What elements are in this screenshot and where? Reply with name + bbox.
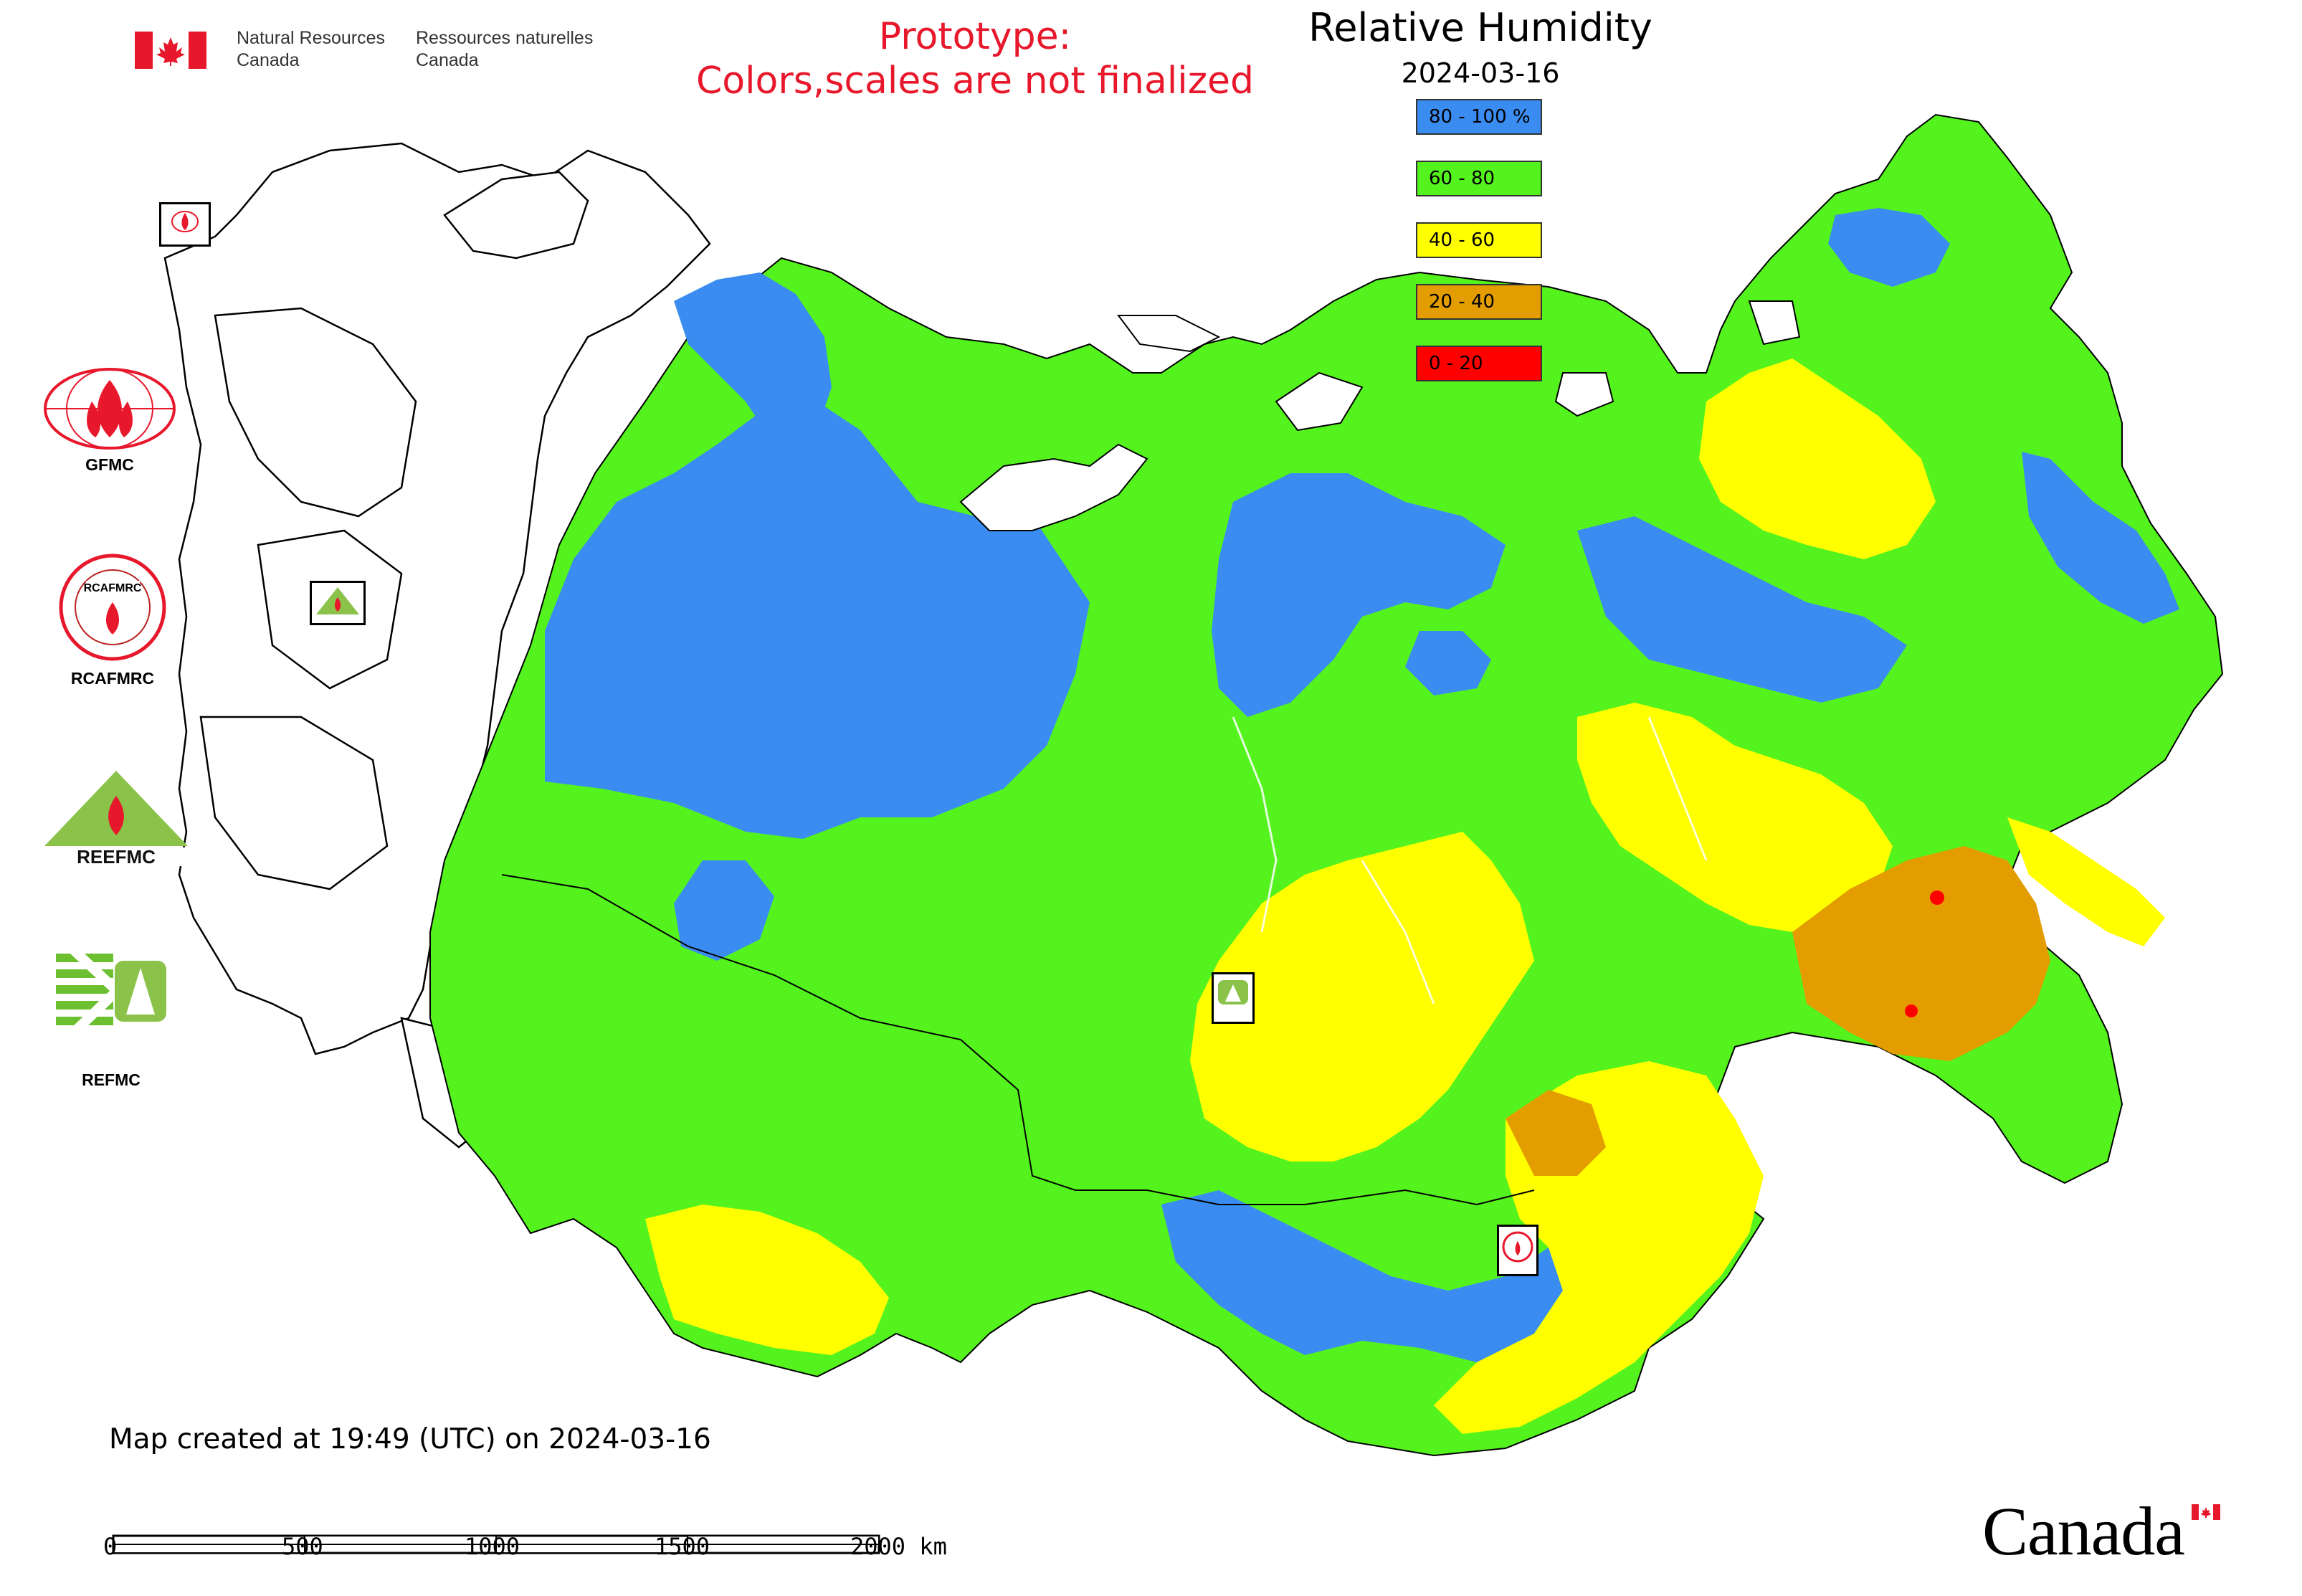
refmc-marker-icon — [1218, 980, 1248, 1004]
refmc-logo-icon — [56, 946, 171, 1036]
gfmc-logo-icon — [44, 368, 176, 450]
department-name-french: Ressources naturelles Canada — [416, 28, 594, 70]
scale-bar — [112, 1534, 880, 1554]
legend-item-label: 60 - 80 — [1429, 168, 1495, 189]
reefmc-logo-icon: REEFMC — [37, 771, 195, 868]
legend-item-0-20: 0 - 20 — [1416, 346, 1542, 381]
region-yellow-east — [1577, 703, 1893, 932]
region-blue-kola — [674, 272, 832, 445]
legend-item-label: 20 - 40 — [1429, 291, 1495, 313]
region-blue-central — [1405, 631, 1491, 695]
legend-title: Relative Humidity — [1308, 5, 1652, 50]
region-yellow-central — [1190, 832, 1534, 1162]
region-yellow-sakhalin — [2007, 817, 2165, 946]
reefmc-marker-icon — [316, 587, 359, 614]
region-yellow-northeast — [1699, 358, 1936, 559]
partner-label-rcafmrc: RCAFMRC — [70, 669, 155, 688]
region-yellow-southwest — [645, 1205, 889, 1355]
legend-item-label: 0 - 20 — [1429, 353, 1483, 374]
legend-item-label: 80 - 100 % — [1429, 106, 1531, 128]
department-name-english: Natural Resources Canada — [237, 28, 386, 70]
canada-wordmark-text: Canada — [1982, 1493, 2185, 1569]
scale-label-500: 500 — [282, 1533, 323, 1560]
region-orange-south — [1506, 1090, 1606, 1176]
legend-item-label: 40 - 60 — [1429, 229, 1495, 251]
map-created-timestamp: Map created at 19:49 (UTC) on 2024-03-16 — [109, 1423, 711, 1455]
scale-label-1000: 1000 — [465, 1533, 520, 1560]
rcafmrc-marker-icon — [1502, 1231, 1533, 1263]
legend-item-60-80: 60 - 80 — [1416, 161, 1542, 196]
prototype-notice-line2: Colors,scales are not finalized — [695, 60, 1255, 103]
wordmark-flag-icon — [2192, 1504, 2220, 1520]
map-marker-rcafmrc[interactable] — [1497, 1225, 1538, 1276]
region-orange-east — [1792, 846, 2050, 1061]
map-marker-gfmc[interactable] — [159, 202, 211, 247]
region-blue-kamchatka — [2022, 452, 2179, 624]
legend-item-20-40: 20 - 40 — [1416, 284, 1542, 320]
map-marker-refmc[interactable] — [1212, 972, 1255, 1024]
region-blue-west — [545, 402, 1090, 839]
region-blue-south — [1161, 1190, 1563, 1362]
partner-label-refmc: REFMC — [82, 1070, 141, 1089]
svg-text:RCAFMRC: RCAFMRC — [84, 582, 142, 594]
region-red-spot-2 — [1905, 1004, 1918, 1017]
region-yellow-mongolia — [1434, 1061, 1764, 1434]
borders — [501, 874, 1535, 1206]
region-blue-yakutia — [1577, 516, 1907, 703]
prototype-notice-line1: Prototype: — [878, 15, 1072, 58]
legend-date: 2024-03-16 — [1401, 57, 1560, 89]
government-signature: Natural Resources Canada Ressources natu… — [135, 27, 601, 77]
region-blue-chukotka — [1828, 208, 1950, 287]
legend-item-40-60: 40 - 60 — [1416, 222, 1542, 258]
scale-label-0: 0 — [103, 1533, 118, 1560]
rivers — [1232, 716, 1708, 1004]
canada-wordmark: Canada — [1982, 1491, 2226, 1570]
map-marker-reefmc[interactable] — [310, 581, 366, 625]
arctic-islands — [959, 300, 1801, 531]
svg-text:REEFMC: REEFMC — [77, 846, 156, 868]
region-blue-urals — [674, 860, 774, 961]
region-red-spot-1 — [1930, 890, 1944, 905]
gfmc-marker-icon — [171, 211, 199, 232]
partner-label-gfmc: GFMC — [85, 455, 134, 474]
canada-flag-icon — [135, 32, 206, 69]
prototype-notice: Prototype: Colors,scales are not finaliz… — [645, 14, 1305, 103]
scale-label-2000: 2000 km — [850, 1533, 947, 1560]
scale-label-1500: 1500 — [655, 1533, 710, 1560]
legend-item-80-100: 80 - 100 % — [1416, 99, 1542, 135]
region-blue-taymyr — [1212, 473, 1506, 717]
rcafmrc-logo-icon: RCAFMRC — [59, 554, 166, 661]
